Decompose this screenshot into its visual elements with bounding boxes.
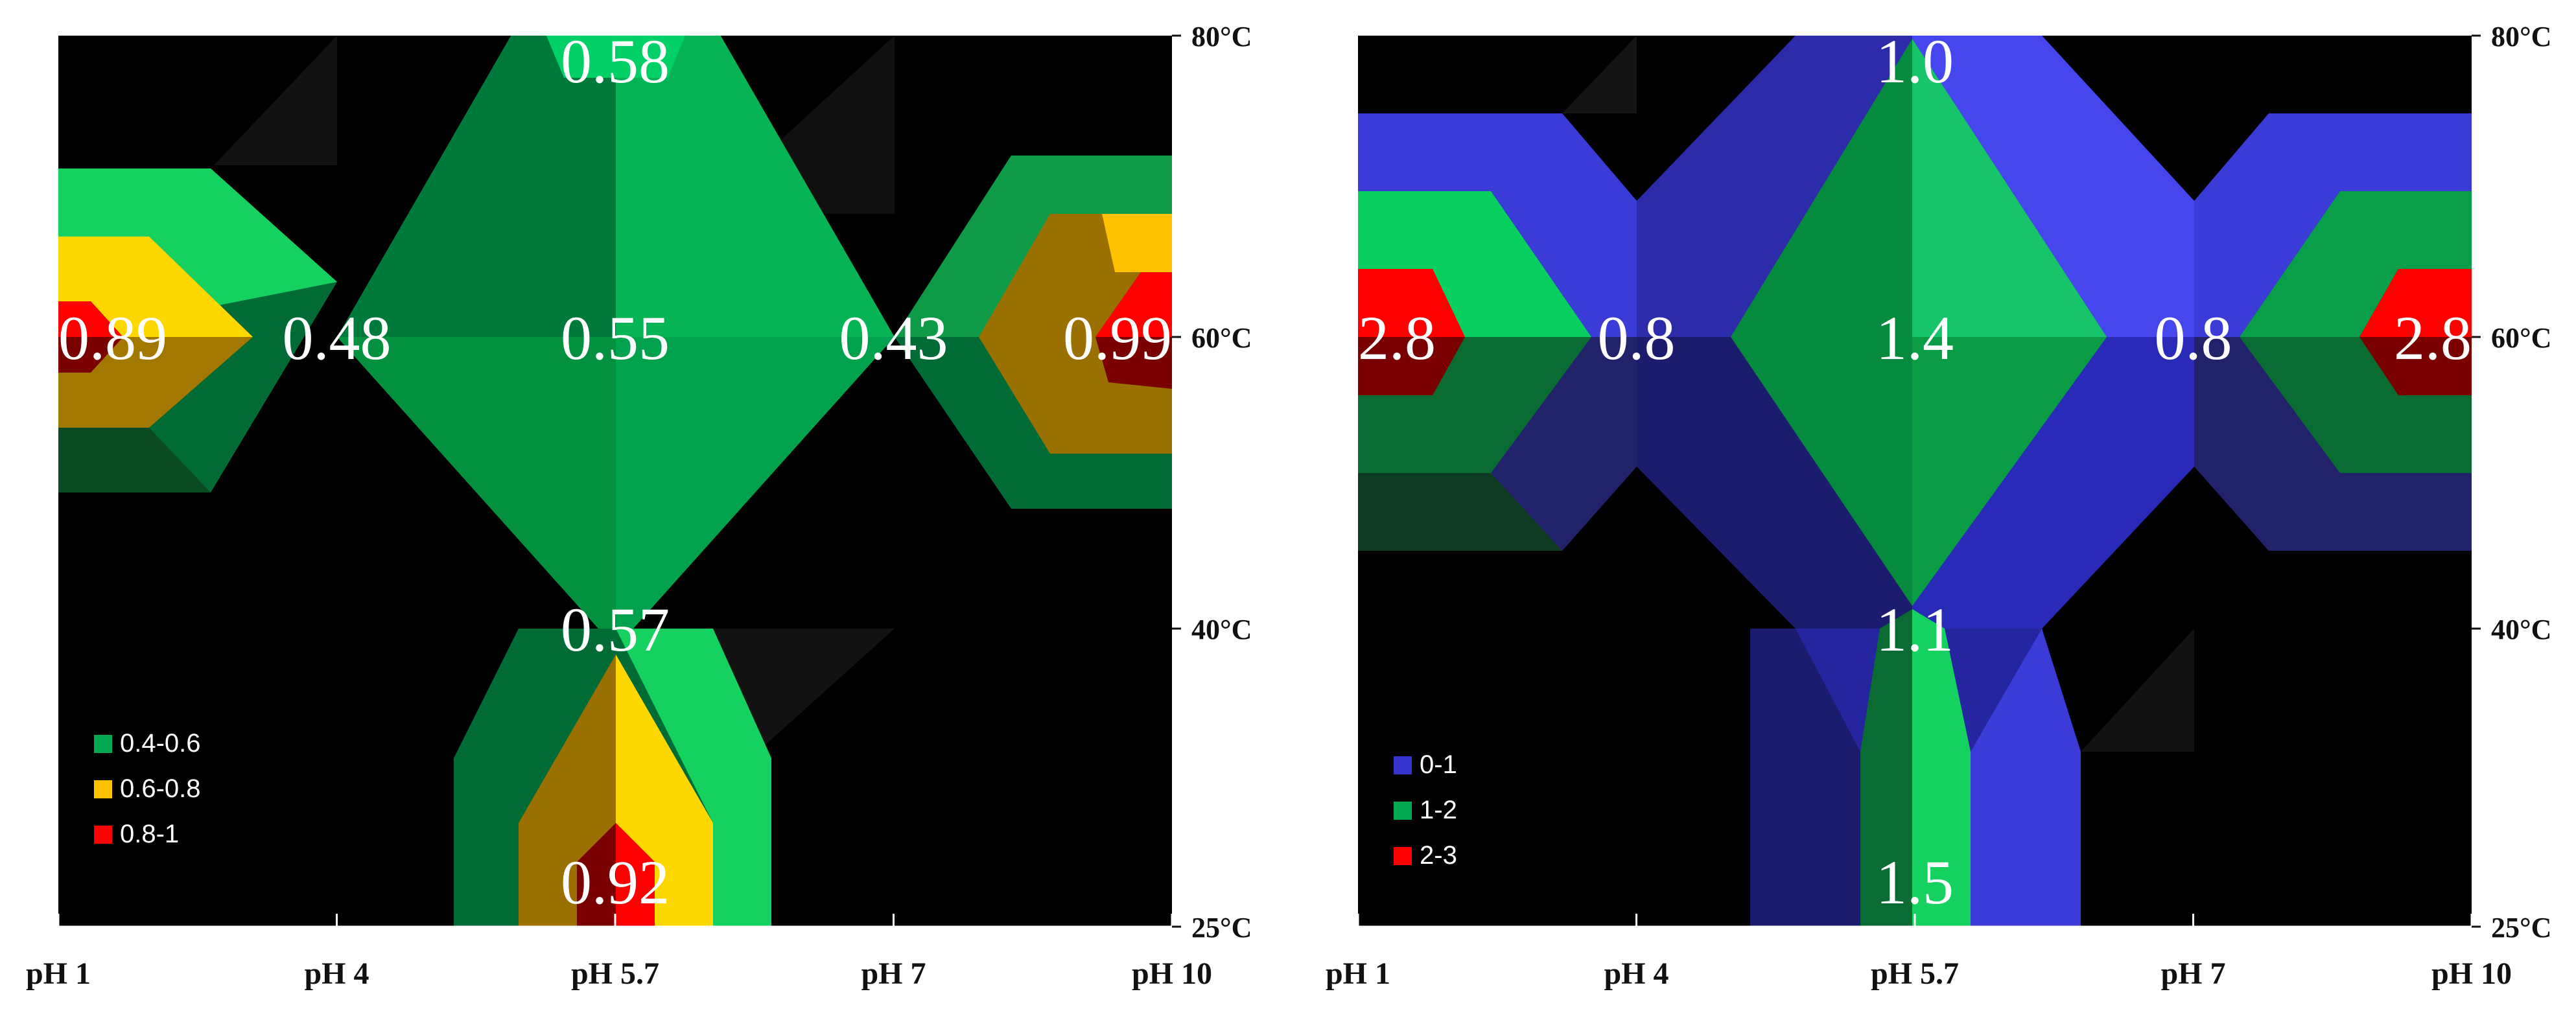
value-label: 0.43: [839, 303, 948, 373]
temperature-tick-label: 80°C: [1191, 21, 1252, 52]
x-ticks: pH 1 pH 4 pH 5.7 pH 7 pH 10: [1326, 914, 2512, 991]
x-tick-label: pH 4: [304, 956, 369, 991]
legend-label: 2-3: [1420, 841, 1457, 870]
x-ticks: pH 1 pH 4 pH 5.7 pH 7 pH 10: [26, 914, 1212, 991]
x-tick-label: pH 5.7: [571, 956, 659, 991]
contour-shapes: [58, 36, 1172, 927]
legend-label: 0.6-0.8: [120, 774, 201, 803]
legend: 0-1 1-2 2-3: [1394, 750, 1457, 870]
temperature-axis: 25°C 40°C 60°C 80°C: [1172, 21, 1252, 944]
x-tick-label: pH 10: [2431, 956, 2512, 991]
x-tick-label: pH 5.7: [1871, 956, 1959, 991]
x-tick-label: pH 1: [26, 956, 91, 991]
value-label: 2.8: [2394, 303, 2472, 373]
legend-swatch: [1394, 847, 1412, 865]
value-label: 0.89: [58, 303, 167, 373]
temperature-axis: 25°C 40°C 60°C 80°C: [2472, 21, 2551, 944]
legend-swatch: [1394, 802, 1412, 820]
right-contour-panel: pH 1 pH 4 pH 5.7 pH 7 pH 10 25°C 40°C 60°C 80°C…: [1326, 21, 2551, 991]
value-label: 2.8: [1358, 303, 1436, 373]
value-label: 1.0: [1876, 27, 1954, 96]
value-label: 0.48: [283, 303, 392, 373]
value-label: 1.1: [1876, 595, 1954, 664]
value-label: 0.8: [1598, 303, 1676, 373]
legend-label: 1-2: [1420, 796, 1457, 824]
legend-swatch: [1394, 756, 1412, 774]
temperature-tick-label: 25°C: [2491, 912, 2551, 944]
legend-label: 0-1: [1420, 750, 1457, 779]
value-label: 1.5: [1876, 848, 1954, 917]
legend-swatch: [94, 780, 112, 798]
x-tick-label: pH 7: [861, 956, 926, 991]
temperature-tick-label: 60°C: [1191, 322, 1252, 354]
legend-swatch: [94, 735, 112, 753]
value-label: 0.99: [1063, 303, 1172, 373]
x-tick-label: pH 7: [2160, 956, 2225, 991]
legend-swatch: [94, 826, 112, 844]
temperature-tick-label: 40°C: [2491, 614, 2551, 645]
temperature-tick-label: 25°C: [1191, 912, 1252, 944]
x-tick-label: pH 10: [1132, 956, 1212, 991]
x-tick-label: pH 4: [1604, 956, 1669, 991]
legend-label: 0.8-1: [120, 820, 179, 848]
value-label: 0.92: [561, 848, 670, 917]
legend: 0.4-0.6 0.6-0.8 0.8-1: [94, 729, 201, 848]
value-labels: 2.8 0.8 1.4 0.8 2.8 1.0 1.1 1.5: [1358, 27, 2472, 917]
temperature-tick-label: 80°C: [2491, 21, 2551, 52]
contour-shapes: [1358, 36, 2472, 927]
value-label: 0.58: [561, 27, 670, 96]
x-tick-label: pH 1: [1326, 956, 1390, 991]
temperature-tick-label: 40°C: [1191, 614, 1252, 645]
value-labels: 0.89 0.48 0.55 0.43 0.99 0.58 0.57 0.92: [58, 27, 1172, 917]
left-contour-panel: pH 1 pH 4 pH 5.7 pH 7 pH 10 25°C 40°C 60°C 80°C…: [26, 21, 1252, 991]
value-label: 0.57: [561, 595, 670, 664]
value-label: 0.8: [2155, 303, 2232, 373]
value-label: 0.55: [561, 303, 670, 373]
legend-label: 0.4-0.6: [120, 729, 201, 758]
temperature-tick-label: 60°C: [2491, 322, 2551, 354]
value-label: 1.4: [1876, 303, 1954, 373]
